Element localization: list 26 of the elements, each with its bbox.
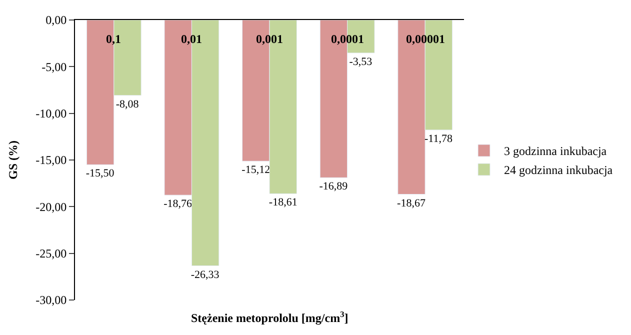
- x-tick-label: 0,0001: [331, 32, 364, 46]
- y-tick-label: -5,00: [42, 60, 67, 74]
- y-tick-label: -15,00: [36, 153, 67, 168]
- x-tick-label: 0,00001: [406, 32, 445, 46]
- data-label: -15,12: [242, 164, 270, 176]
- data-label: -11,78: [424, 132, 453, 145]
- data-label: -18,76: [164, 198, 193, 210]
- data-label: -26,33: [190, 268, 220, 281]
- x-tick-label: 0,1: [106, 32, 121, 46]
- data-label: -18,61: [268, 196, 298, 209]
- legend-label: 24 godzinna inkubacja: [504, 163, 614, 178]
- legend-label: 3 godzinna inkubacja: [504, 144, 608, 158]
- y-axis-title: GS (%): [6, 140, 20, 180]
- data-label: -3,53: [349, 56, 373, 68]
- data-label: -16,89: [319, 180, 348, 193]
- x-tick-label: 0,001: [256, 32, 283, 46]
- data-label: -18,67: [397, 197, 426, 210]
- data-label: -15,50: [86, 168, 115, 180]
- x-tick-label: 0,01: [181, 32, 202, 46]
- y-tick-label: -30,00: [36, 293, 67, 308]
- data-label: -8,08: [116, 98, 140, 110]
- y-tick-label: -20,00: [36, 200, 67, 214]
- y-tick-label: 0,00: [46, 13, 67, 28]
- y-tick-label: -10,00: [36, 106, 67, 121]
- y-tick-label: -25,00: [36, 246, 67, 261]
- x-axis-title: Stężenie metoprololu [mg/cm$^{3}$]: [191, 310, 348, 326]
